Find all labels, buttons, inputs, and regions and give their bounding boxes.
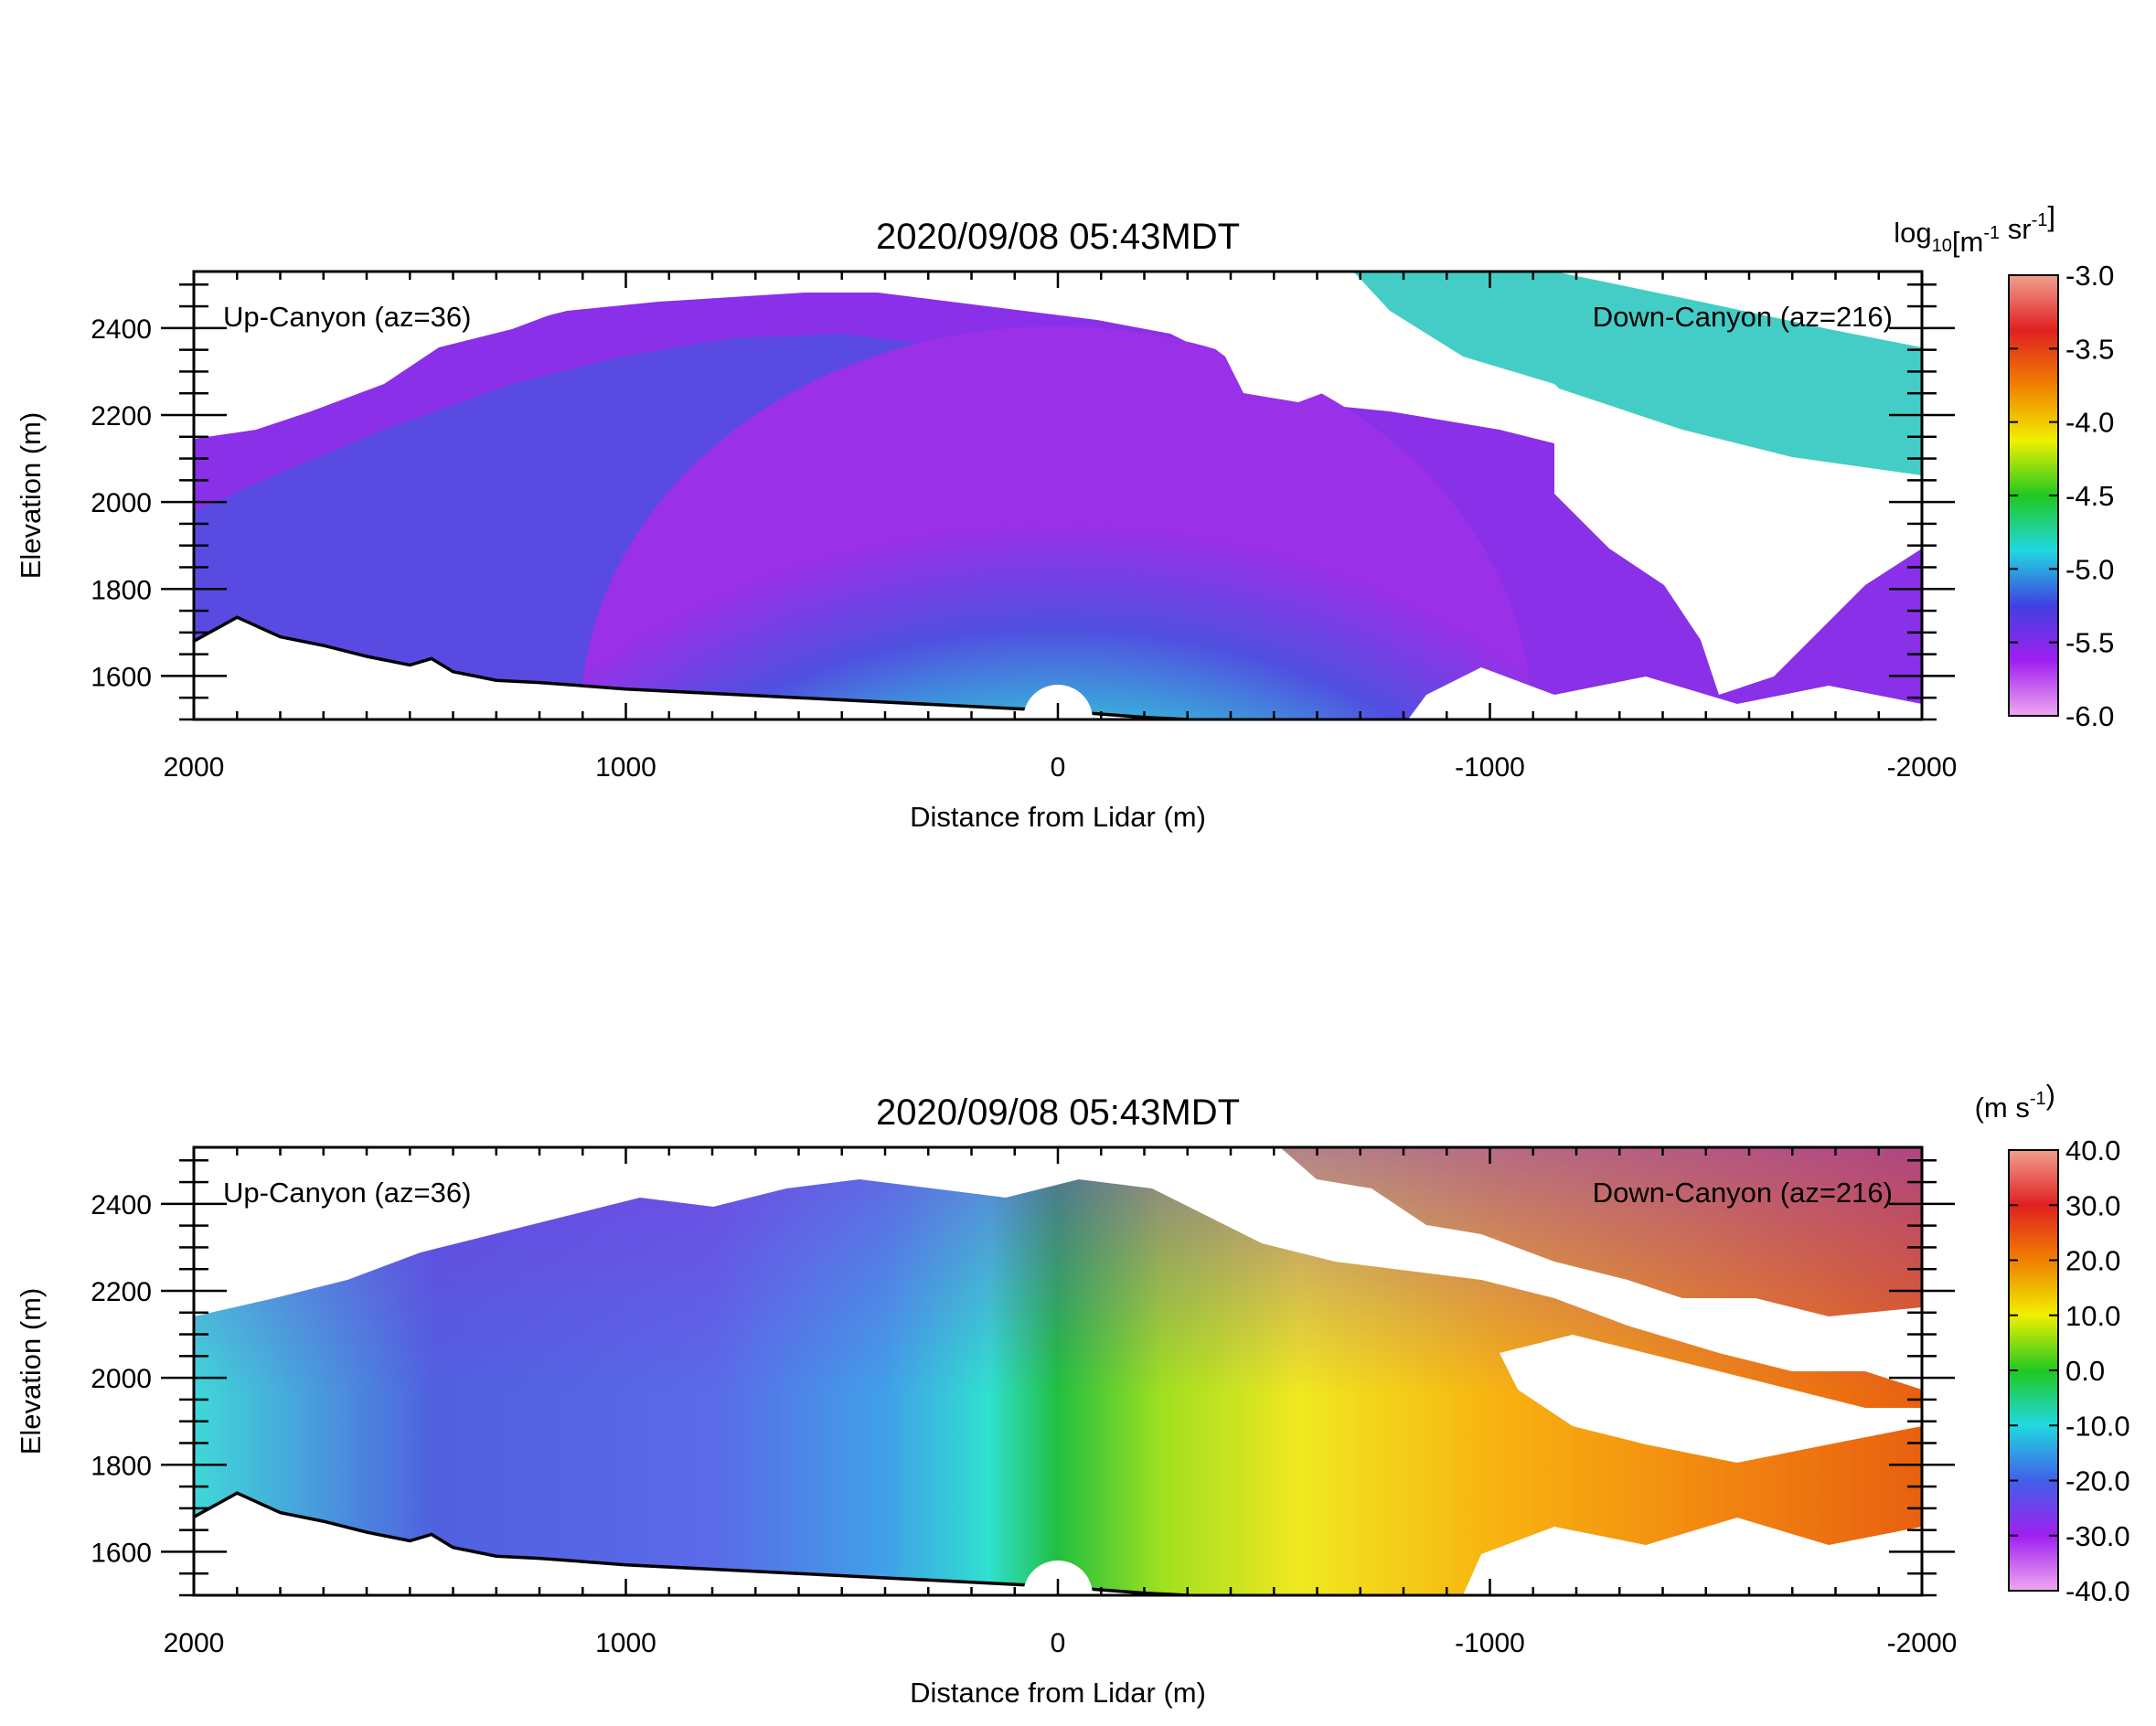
upper-layer-right [1353,272,1922,475]
chart-title: 2020/09/08 05:43MDT [876,217,1240,257]
x-axis-label: Distance from Lidar (m) [910,801,1206,833]
no-data-right-gap [1500,1335,1922,1463]
no-data-top-left [194,272,658,439]
colorbar-tick-label: -4.5 [2065,480,2114,512]
colorbar-tick-label: -6.0 [2065,700,2114,732]
x-tick-label: 1000 [595,752,656,783]
y-axis-label: Elevation (m) [15,412,47,580]
terrain-mask [194,617,1922,719]
annotation-down-canyon: Down-Canyon (az=216) [1593,1177,1893,1209]
unit-part: 10 [1932,236,1952,256]
unit-part: -1 [1983,223,2000,243]
panel-backscatter: 2000 1000 0 -1000 -2000 1600 1800 2000 2200 2400 2… [15,200,2114,833]
unit-part: log [1894,217,1931,249]
high-backscatter-fan [581,326,1532,719]
x-axis-label: Distance from Lidar (m) [910,1677,1206,1709]
colorbar-unit-label: (m s-1) [1975,1079,2055,1124]
unit-part: ] [2047,200,2055,232]
terrain-mask [194,1493,1922,1595]
x-tick-label: 0 [1051,1628,1066,1658]
x-tick-label: -1000 [1455,1628,1525,1658]
terrain-line [194,615,1188,719]
lidar-blind-zone [1023,1561,1093,1595]
colorbar-tick-label: -5.0 [2065,553,2114,585]
unit-part: [m [1952,226,1983,258]
colorbar-tick-label: -10.0 [2065,1410,2130,1442]
y-tick-label: 2200 [91,401,152,432]
data-field [194,1147,1922,1595]
colorbar-tick-label: -30.0 [2065,1520,2130,1552]
x-tick-label: 2000 [164,752,225,783]
colorbar-tick-label: -3.0 [2065,260,2114,292]
colorbar-tick-label: 20.0 [2065,1245,2120,1277]
y-axis-label: Elevation (m) [15,1288,47,1455]
colorbar-tick-label: 40.0 [2065,1135,2120,1167]
y-tick-label: 2200 [91,1277,152,1307]
x-tick-label: -2000 [1887,752,1958,783]
colorbar-unit-label: log10[m-1 sr-1] [1894,200,2055,258]
axis-ticks [161,272,1955,721]
annotation-up-canyon: Up-Canyon (az=36) [223,301,471,333]
y-tick-label: 2400 [91,1190,152,1220]
x-tick-label: 1000 [595,1628,656,1658]
x-tick-label: 0 [1051,752,1066,783]
chart-title: 2020/09/08 05:43MDT [876,1092,1240,1133]
unit-part: ) [2046,1079,2055,1111]
colorbar-tick-label: -40.0 [2065,1575,2130,1607]
no-data-bottom-right [1408,667,1922,719]
colorbar-tick-label: -3.5 [2065,333,2114,365]
unit-part: -1 [2032,210,2048,230]
no-data-top [194,1147,1922,1390]
colorbar-tick-label: -5.5 [2065,627,2114,659]
data-field [194,272,1922,719]
annotation-up-canyon: Up-Canyon (az=36) [223,1177,471,1209]
no-data-right [1554,402,1922,695]
unit-part: sr [2000,213,2031,245]
annotation-down-canyon: Down-Canyon (az=216) [1593,301,1893,333]
unit-part: -1 [2030,1089,2046,1109]
no-data-top-center [1061,272,1573,402]
no-data-bottom-right [1463,1518,1922,1595]
colorbar-tick-label: 0.0 [2065,1355,2105,1387]
terrain-line [194,1491,1188,1595]
colorbar-tick-label: -4.0 [2065,407,2114,439]
colorbar-tick-label: 10.0 [2065,1300,2120,1332]
y-tick-label: 2400 [91,314,152,345]
colorbar: 40.0 30.0 20.0 10.0 0.0 -10.0 -20.0 -30.0 -40.0 (… [1975,1079,2130,1607]
y-tick-label: 1600 [91,662,152,692]
axis-ticks [161,1147,1955,1597]
colorbar-tick-label: -20.0 [2065,1465,2130,1497]
panel-velocity: 2000 1000 0 -1000 -2000 1600 1800 2000 2200 2400 2… [15,1079,2130,1709]
y-tick-label: 1800 [91,1451,152,1481]
x-tick-label: -2000 [1887,1628,1958,1658]
lidar-blind-zone [1023,685,1093,719]
unit-part: (m s [1975,1092,2030,1124]
colorbar-tick-label: 30.0 [2065,1189,2120,1221]
y-tick-label: 2000 [91,488,152,518]
y-tick-label: 1600 [91,1538,152,1568]
y-tick-label: 1800 [91,575,152,605]
x-tick-label: -1000 [1455,752,1525,783]
x-tick-label: 2000 [164,1628,225,1658]
y-tick-label: 2000 [91,1364,152,1394]
